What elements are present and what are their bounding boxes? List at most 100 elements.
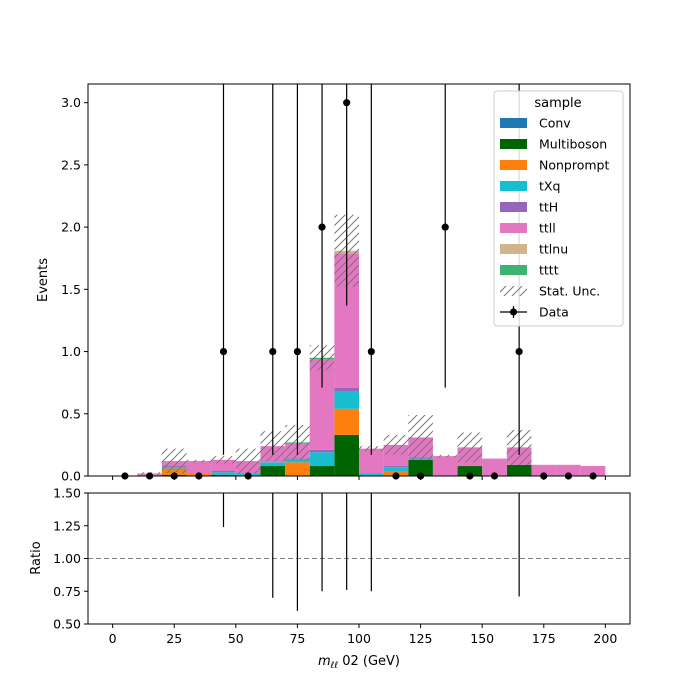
- main-y-axis-label: Events: [36, 258, 51, 302]
- bar-txq-bin-5: [260, 462, 286, 467]
- legend: sample Conv Multiboson Nonprompt tXq ttH ttll…: [493, 90, 624, 327]
- xlabel-m: m: [318, 654, 331, 669]
- ratio-ytick-label: 1.25: [53, 518, 81, 533]
- main-ytick-label: 3.0: [61, 95, 81, 110]
- ratio-xtick-label: 200: [593, 631, 617, 646]
- stat-unc-bin-12: [432, 454, 458, 458]
- data-point-16: [515, 347, 523, 356]
- stat-unc-bin-1: [161, 448, 187, 474]
- bar-tth-bin-3: [211, 471, 236, 473]
- legend-swatch-ttll: [500, 223, 527, 233]
- bar-txq-bin-6: [285, 459, 310, 463]
- ratio-x-axis-label: mℓℓ 02 (GeV): [318, 654, 400, 671]
- bar-multiboson-bin-7: [309, 466, 335, 476]
- bar-multiboson-bin-5: [260, 466, 286, 476]
- bar-ttll-bin-17: [556, 464, 581, 476]
- data-point-9: [343, 99, 351, 107]
- legend-swatch-conv: [500, 118, 527, 128]
- ratio-xtick-label: 125: [409, 631, 433, 646]
- legend-label: Multiboson: [539, 137, 607, 152]
- ratio-xtick-label: 25: [166, 631, 182, 646]
- bar-multiboson-bin-13: [457, 466, 483, 476]
- bar-nonprompt-bin-8: [334, 408, 359, 435]
- bar-txq-bin-10: [383, 467, 409, 472]
- bar-ttll-bin-14: [482, 458, 507, 476]
- legend-label: ttll: [539, 221, 556, 236]
- main-ytick-label: 1.5: [61, 282, 81, 297]
- bar-txq-bin-9: [359, 473, 384, 476]
- bar-ttll-bin-3: [211, 459, 236, 472]
- main-y-axis: 0.0 0.5 1.0 1.5 2.0 2.5 3.0: [61, 95, 88, 484]
- ratio-ytick-label: 0.75: [53, 584, 81, 599]
- ratio-xtick-label: 50: [228, 631, 244, 646]
- stat-unc-bin-10: [383, 434, 409, 455]
- bar-multiboson-bin-8: [334, 434, 359, 476]
- legend-swatch-nonprompt: [500, 160, 527, 170]
- ratio-ytick-label: 0.50: [53, 617, 81, 632]
- ratio-xtick-label: 150: [470, 631, 494, 646]
- main-plot-panel: 0.0 0.5 1.0 1.5 2.0 2.5 3.0 Events: [36, 83, 631, 484]
- data-point-4: [219, 347, 228, 356]
- bar-ttll-bin-18: [580, 466, 606, 476]
- legend-swatch-tth: [500, 202, 527, 212]
- ratio-ytick-label: 1.00: [53, 551, 81, 566]
- bar-txq-bin-7: [309, 452, 335, 467]
- main-ytick-label: 2.5: [61, 157, 81, 172]
- main-ytick-label: 1.0: [61, 344, 81, 359]
- bar-multiboson-bin-11: [408, 459, 433, 476]
- bar-nonprompt-bin-6: [285, 462, 310, 476]
- stat-unc-bin-2: [186, 459, 212, 463]
- data-point-10: [367, 347, 375, 356]
- data-point-13: [441, 223, 449, 231]
- stat-unc-bin-3: [211, 456, 236, 464]
- ratio-ytick-label: 1.50: [53, 486, 81, 501]
- stat-unc-bin-4: [235, 448, 261, 474]
- data-point-7: [293, 347, 302, 356]
- data-point-6: [269, 347, 277, 356]
- bar-multiboson-bin-15: [506, 464, 532, 476]
- ratio-x-axis: 0 25 50 75 100 125 150 175 200: [109, 624, 617, 646]
- ratio-xtick-label: 0: [109, 631, 117, 646]
- legend-swatch-tttt: [500, 265, 527, 275]
- main-ytick-label: 0.5: [61, 406, 81, 421]
- legend-label: Data: [539, 305, 569, 320]
- ratio-xtick-label: 175: [532, 631, 556, 646]
- main-x-axis-ticks: [112, 476, 606, 480]
- main-ytick-label: 0.0: [61, 469, 81, 484]
- legend-swatch-data-marker: [509, 308, 518, 316]
- ratio-xtick-label: 100: [347, 631, 371, 646]
- legend-swatch-txq: [500, 181, 527, 191]
- bar-ttll-bin-12: [432, 456, 458, 476]
- bar-tth-bin-8: [334, 387, 359, 392]
- legend-label: Conv: [539, 116, 571, 131]
- legend-label: tttt: [539, 263, 559, 278]
- legend-title: sample: [534, 96, 581, 111]
- data-point-8: [318, 223, 326, 231]
- xlabel-rest: 02 (GeV): [338, 654, 400, 669]
- legend-label: tXq: [539, 179, 560, 194]
- main-ytick-label: 2.0: [61, 220, 81, 235]
- bar-txq-bin-3: [211, 472, 236, 475]
- stat-unc-bin-13: [457, 432, 483, 463]
- ratio-y-axis: 0.50 0.75 1.00 1.25 1.50: [53, 486, 88, 632]
- ratio-xtick-label: 75: [289, 631, 305, 646]
- bar-ttll-bin-16: [531, 464, 557, 476]
- bar-ttll-bin-2: [186, 461, 212, 474]
- bar-txq-bin-8: [334, 391, 359, 409]
- legend-label: Stat. Unc.: [539, 284, 600, 299]
- legend-entries: Conv Multiboson Nonprompt tXq ttH ttll ttlnu tt…: [500, 116, 609, 320]
- stat-unc-bin-11: [408, 415, 433, 460]
- legend-swatch-ttlnu: [500, 244, 527, 254]
- bar-tth-bin-7: [309, 449, 335, 453]
- legend-label: ttlnu: [539, 242, 568, 257]
- xlabel-sub: ℓℓ: [330, 661, 338, 671]
- bar-tth-bin-10: [383, 466, 409, 468]
- ratio-y-axis-label: Ratio: [29, 541, 44, 574]
- ratio-plot-panel: 0.50 0.75 1.00 1.25 1.50 0 25 50 75 100 125 150 175…: [29, 486, 631, 671]
- bar-multiboson-bin-3: [211, 474, 236, 476]
- legend-swatch-multiboson: [500, 139, 527, 149]
- legend-label: ttH: [539, 200, 558, 215]
- ratio-error-bars: [222, 493, 520, 611]
- legend-swatch-stat-unc: [500, 286, 527, 296]
